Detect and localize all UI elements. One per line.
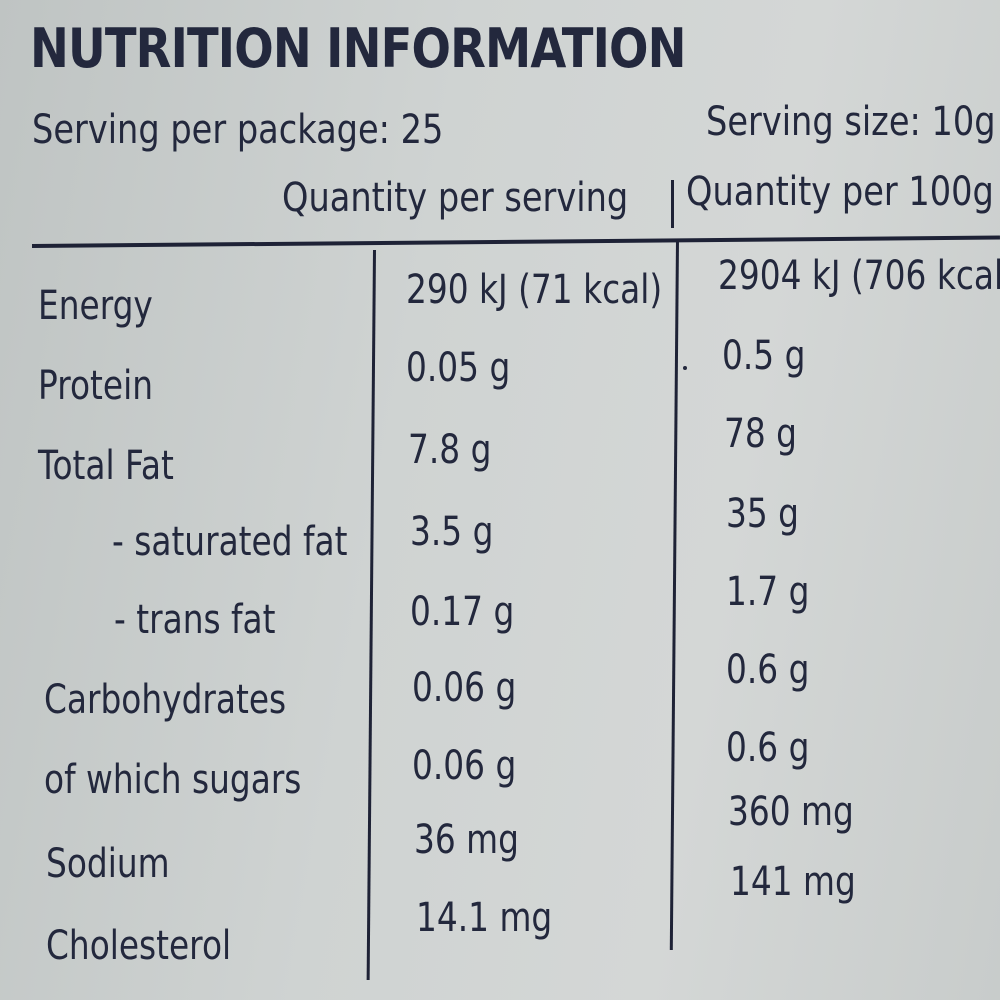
row-value-per-100g: 0.6 g <box>726 725 810 771</box>
row-value-per-serving: 14.1 mg <box>416 895 553 941</box>
column-divider-header <box>671 180 674 228</box>
serving-per-package: Serving per package: 25 <box>32 107 444 153</box>
row-value-per-100g: 35 g <box>726 491 799 537</box>
row-name: Protein <box>38 363 153 409</box>
serving-size: Serving size: 10g <box>706 99 996 145</box>
row-value-per-serving: 0.05 g <box>406 345 511 391</box>
print-speck <box>683 366 687 370</box>
row-value-per-100g: 0.6 g <box>726 647 810 693</box>
row-value-per-100g: 360 mg <box>728 789 854 835</box>
row-value-per-100g: 2904 kJ (706 kcal) <box>718 253 1000 299</box>
column-header-per-serving: Quantity per serving <box>282 175 629 221</box>
row-value-per-serving: 0.17 g <box>410 589 515 635</box>
row-value-per-serving: 0.06 g <box>412 665 517 711</box>
row-value-per-100g: 1.7 g <box>726 569 810 615</box>
row-value-per-100g: 78 g <box>724 411 797 457</box>
column-header-per-100g: Quantity per 100g <box>686 169 994 215</box>
row-name: - trans fat <box>114 597 276 643</box>
row-name: Sodium <box>46 841 170 887</box>
row-name: Energy <box>38 283 153 329</box>
row-name: Total Fat <box>38 443 174 489</box>
row-value-per-100g: 0.5 g <box>722 333 806 379</box>
row-value-per-serving: 3.5 g <box>410 509 494 555</box>
row-name: Cholesterol <box>46 923 232 969</box>
row-value-per-serving: 7.8 g <box>408 427 492 473</box>
label-title: NUTRITION INFORMATION <box>30 17 687 80</box>
row-value-per-100g: 141 mg <box>730 859 856 905</box>
row-value-per-serving: 0.06 g <box>412 743 517 789</box>
column-divider-1 <box>366 249 376 980</box>
row-value-per-serving: 36 mg <box>414 817 519 863</box>
row-name: - saturated fat <box>112 519 348 565</box>
column-divider-2 <box>669 239 679 950</box>
row-name: Carbohydrates <box>44 677 287 723</box>
row-name: of which sugars <box>44 757 302 803</box>
row-value-per-serving: 290 kJ (71 kcal) <box>406 267 663 313</box>
header-rule <box>31 235 1000 248</box>
